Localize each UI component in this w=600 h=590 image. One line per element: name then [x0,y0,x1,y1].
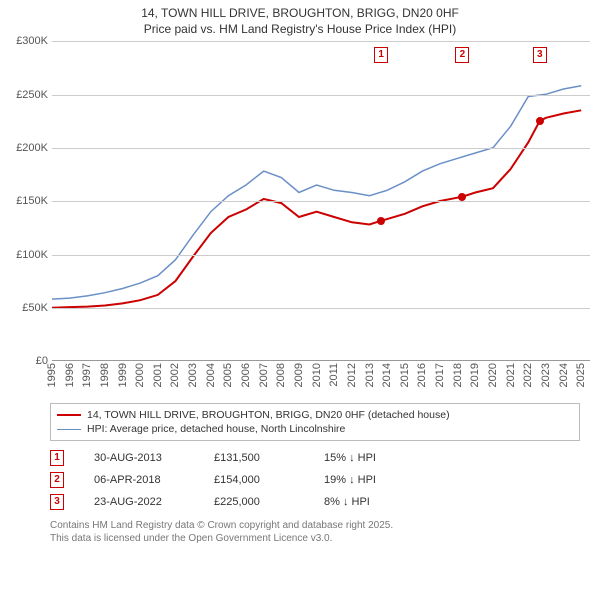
x-tick-label: 2000 [134,363,146,387]
x-tick-label: 1995 [46,363,58,387]
transaction-price: £131,500 [214,452,294,464]
y-axis: £0£50K£100K£150K£200K£250K£300K [0,41,52,361]
plot-area: 1 2 3 [52,41,590,361]
legend-swatch [57,429,81,430]
x-tick-label: 2025 [575,363,587,387]
x-tick-label: 2019 [469,363,481,387]
transaction-badge: 1 [50,450,64,466]
footer-attribution: Contains HM Land Registry data © Crown c… [50,519,580,545]
x-tick-label: 2017 [434,363,446,387]
price-marker-badge: 2 [455,47,469,63]
price-marker-dot [377,217,385,225]
series-line-hpi [52,86,581,299]
footer-line-2: This data is licensed under the Open Gov… [50,532,580,545]
legend-item: HPI: Average price, detached house, Nort… [57,422,573,436]
transaction-diff: 8% ↓ HPI [324,496,414,508]
x-tick-label: 2014 [381,363,393,387]
transactions-table: 1 30-AUG-2013 £131,500 15% ↓ HPI 2 06-APR-201… [50,447,580,513]
x-tick-label: 2012 [346,363,358,387]
price-marker-badge: 1 [374,47,388,63]
x-tick-label: 2010 [311,363,323,387]
x-tick-label: 2008 [275,363,287,387]
x-tick-label: 2023 [540,363,552,387]
series-line-price_paid [52,110,581,307]
x-tick-label: 2001 [152,363,164,387]
price-marker-badge: 3 [533,47,547,63]
x-tick-label: 2018 [452,363,464,387]
y-tick-label: £100K [16,249,48,261]
x-tick-label: 2013 [364,363,376,387]
grid-line [52,95,590,96]
x-tick-label: 2011 [328,363,340,387]
legend-item: 14, TOWN HILL DRIVE, BROUGHTON, BRIGG, D… [57,408,573,422]
transaction-row: 1 30-AUG-2013 £131,500 15% ↓ HPI [50,447,580,469]
x-tick-label: 2020 [487,363,499,387]
y-tick-label: £50K [22,302,48,314]
legend-label: HPI: Average price, detached house, Nort… [87,423,345,435]
title-line-1: 14, TOWN HILL DRIVE, BROUGHTON, BRIGG, D… [10,6,590,22]
grid-line [52,41,590,42]
x-tick-label: 2002 [169,363,181,387]
y-tick-label: £300K [16,35,48,47]
x-tick-label: 2022 [522,363,534,387]
title-line-2: Price paid vs. HM Land Registry's House … [10,22,590,38]
grid-line [52,201,590,202]
grid-line [52,255,590,256]
x-tick-label: 2005 [222,363,234,387]
chart-title: 14, TOWN HILL DRIVE, BROUGHTON, BRIGG, D… [0,0,600,41]
x-tick-label: 1996 [64,363,76,387]
x-tick-label: 1999 [117,363,129,387]
grid-line [52,308,590,309]
transaction-diff: 19% ↓ HPI [324,474,414,486]
x-tick-label: 2016 [416,363,428,387]
transaction-badge: 3 [50,494,64,510]
x-tick-label: 1997 [81,363,93,387]
x-tick-label: 2003 [187,363,199,387]
x-tick-label: 2007 [258,363,270,387]
x-tick-label: 1998 [99,363,111,387]
transaction-badge: 2 [50,472,64,488]
x-tick-label: 2009 [293,363,305,387]
x-tick-label: 2006 [240,363,252,387]
footer-line-1: Contains HM Land Registry data © Crown c… [50,519,580,532]
y-tick-label: £200K [16,142,48,154]
transaction-price: £154,000 [214,474,294,486]
legend-label: 14, TOWN HILL DRIVE, BROUGHTON, BRIGG, D… [87,409,450,421]
price-marker-dot [458,193,466,201]
chart-area: £0£50K£100K£150K£200K£250K£300K 123 1995… [0,41,600,401]
transaction-date: 06-APR-2018 [94,474,184,486]
price-marker-dot [536,117,544,125]
grid-line [52,148,590,149]
legend: 14, TOWN HILL DRIVE, BROUGHTON, BRIGG, D… [50,403,580,441]
x-axis: 1995199619971998199920002001200220032004… [52,361,590,401]
transaction-date: 30-AUG-2013 [94,452,184,464]
x-tick-label: 2004 [205,363,217,387]
transaction-row: 3 23-AUG-2022 £225,000 8% ↓ HPI [50,491,580,513]
legend-swatch [57,414,81,416]
x-tick-label: 2024 [558,363,570,387]
y-tick-label: £250K [16,89,48,101]
transaction-diff: 15% ↓ HPI [324,452,414,464]
x-tick-label: 2021 [505,363,517,387]
transaction-row: 2 06-APR-2018 £154,000 19% ↓ HPI [50,469,580,491]
y-tick-label: £150K [16,195,48,207]
transaction-price: £225,000 [214,496,294,508]
transaction-date: 23-AUG-2022 [94,496,184,508]
x-tick-label: 2015 [399,363,411,387]
